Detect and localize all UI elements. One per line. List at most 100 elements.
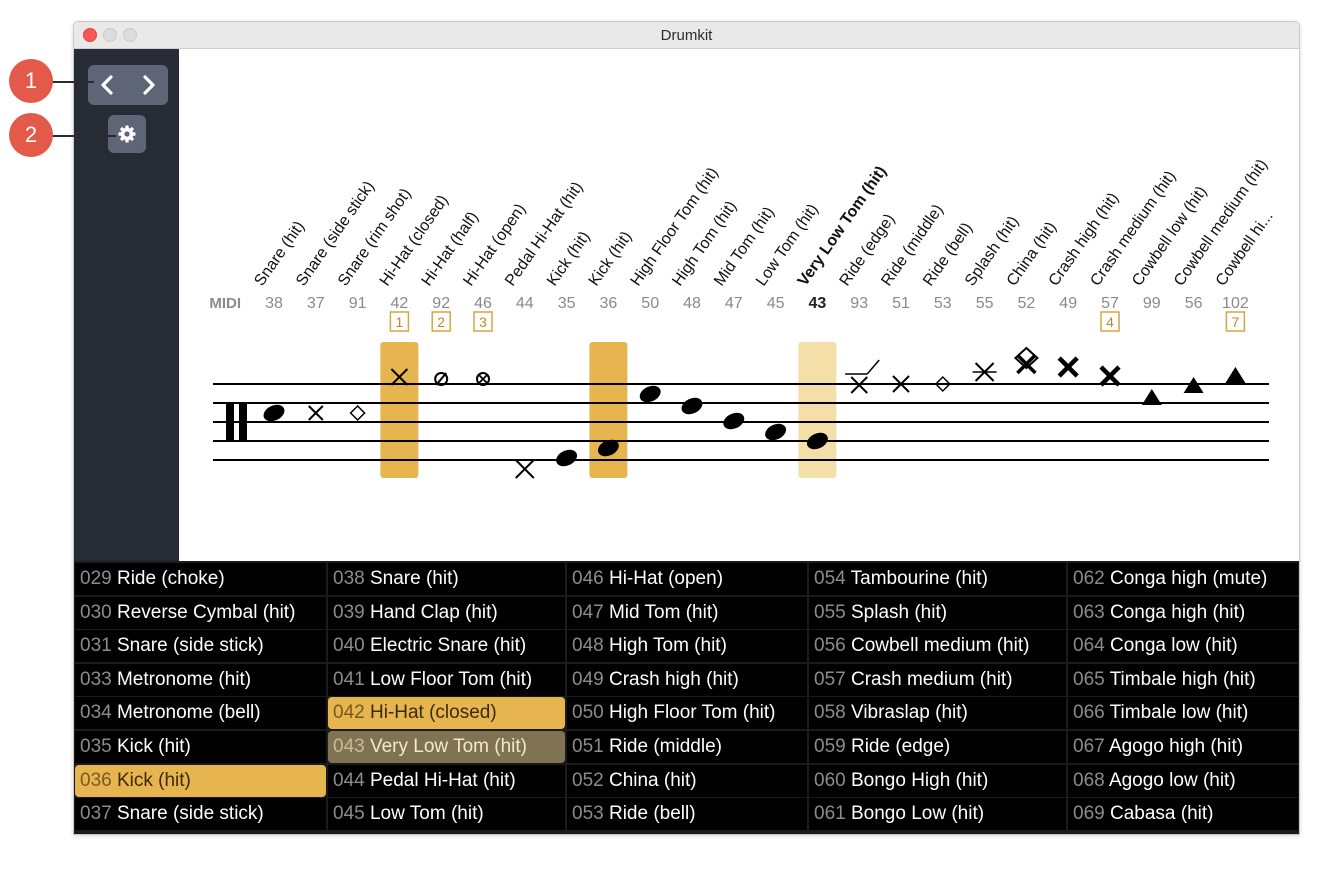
entry-number: 040 <box>333 635 365 657</box>
previous-button[interactable] <box>88 65 128 105</box>
entry-label: Kick (hit) <box>116 736 191 757</box>
drum-map-entry[interactable]: 050 High Floor Tom (hit) <box>567 697 807 730</box>
entry-number: 061 <box>814 803 846 825</box>
drum-map-entry[interactable]: 044 Pedal Hi-Hat (hit) <box>328 764 565 797</box>
chevron-right-icon <box>143 75 155 95</box>
drum-map-entry[interactable]: 061 Bongo Low (hit) <box>809 798 1066 831</box>
drumkit-window: Drumkit <box>73 21 1300 835</box>
entry-label: Conga high (mute) <box>1109 568 1268 589</box>
drum-map-entry[interactable]: 053 Ride (bell) <box>567 798 807 831</box>
drum-map-entry[interactable]: 069 Cabasa (hit) <box>1068 798 1298 831</box>
drum-map-entry[interactable]: 037 Snare (side stick) <box>75 798 326 831</box>
close-button[interactable] <box>83 28 97 42</box>
entry-number: 059 <box>814 736 846 757</box>
entry-label: Low Tom (hit) <box>369 803 484 825</box>
entry-number: 043 <box>333 736 365 757</box>
drum-map-entry[interactable]: 051 Ride (middle) <box>567 731 807 763</box>
drum-map-entry[interactable]: 054 Tambourine (hit) <box>809 563 1066 595</box>
midi-number: 55 <box>976 295 994 312</box>
entry-label: Kick (hit) <box>116 769 191 791</box>
entry-number: 057 <box>814 668 846 690</box>
drum-map-entry[interactable]: 057 Crash medium (hit) <box>809 663 1066 696</box>
midi-number: 53 <box>934 295 952 312</box>
drum-map-entry[interactable]: 034 Metronome (bell) <box>75 697 326 730</box>
entry-number: 039 <box>333 601 365 623</box>
drum-map-entry[interactable]: 052 China (hit) <box>567 764 807 797</box>
key-badge-number: 3 <box>479 314 487 330</box>
drum-map-entry[interactable]: 040 Electric Snare (hit) <box>328 630 565 663</box>
notation-panel: Snare (hit) 38 Snare (side stick) 37 Snare (… <box>179 49 1299 561</box>
entry-number: 036 <box>80 769 112 791</box>
drum-map-entry[interactable]: 047 Mid Tom (hit) <box>567 596 807 629</box>
title-bar: Drumkit <box>74 22 1299 49</box>
drum-map-entry[interactable]: 033 Metronome (hit) <box>75 663 326 696</box>
drum-map-entry[interactable]: 049 Crash high (hit) <box>567 663 807 696</box>
drum-map-entry[interactable]: 045 Low Tom (hit) <box>328 798 565 831</box>
filled-notehead <box>765 423 787 441</box>
drum-map-entry[interactable]: 038 Snare (hit) <box>328 563 565 595</box>
drum-map-entry[interactable]: 035 Kick (hit) <box>75 731 326 763</box>
midi-number: 92 <box>432 295 450 312</box>
entry-number: 033 <box>80 668 112 690</box>
drum-map-entry[interactable]: 062 Conga high (mute) <box>1068 563 1298 595</box>
drum-map-entry[interactable]: 046 Hi-Hat (open) <box>567 563 807 595</box>
key-badge-number: 4 <box>1106 314 1114 330</box>
entry-number: 046 <box>572 568 604 589</box>
drum-map-entry[interactable]: 048 High Tom (hit) <box>567 630 807 663</box>
entry-number: 067 <box>1073 736 1105 757</box>
column-highlight <box>798 342 837 478</box>
x-notehead <box>850 376 868 394</box>
entry-number: 055 <box>814 601 846 623</box>
entry-label: Metronome (hit) <box>116 668 252 690</box>
drum-map-entry[interactable]: 065 Timbale high (hit) <box>1068 663 1298 696</box>
drum-map-entry[interactable]: 064 Conga low (hit) <box>1068 630 1298 663</box>
entry-label: Cowbell medium (hit) <box>850 635 1030 657</box>
entry-number: 054 <box>814 568 846 589</box>
key-badge-number: 7 <box>1232 314 1240 330</box>
entry-label: Ride (middle) <box>608 736 722 757</box>
drum-map-entry[interactable]: 063 Conga high (hit) <box>1068 596 1298 629</box>
minimize-button[interactable] <box>103 28 117 42</box>
midi-number: 91 <box>349 295 367 312</box>
triangle-notehead <box>1183 377 1204 393</box>
drum-map-entry[interactable]: 067 Agogo high (hit) <box>1068 731 1298 763</box>
drum-map-entry[interactable]: 055 Splash (hit) <box>809 596 1066 629</box>
circle-slash-notehead <box>434 372 449 386</box>
drum-map-entry[interactable]: 030 Reverse Cymbal (hit) <box>75 596 326 629</box>
drum-map-entry[interactable]: 060 Bongo High (hit) <box>809 764 1066 797</box>
entry-number: 030 <box>80 601 112 623</box>
entry-number: 052 <box>572 769 604 791</box>
x-notehead <box>1016 353 1037 375</box>
drum-map-entry[interactable]: 066 Timbale low (hit) <box>1068 697 1298 730</box>
drum-map-entry[interactable]: 041 Low Floor Tom (hit) <box>328 663 565 696</box>
entry-label: Agogo high (hit) <box>1108 736 1244 757</box>
settings-button[interactable] <box>108 115 146 153</box>
next-button[interactable] <box>128 65 168 105</box>
entry-label: Bongo High (hit) <box>850 769 989 791</box>
entry-number: 069 <box>1073 803 1105 825</box>
entry-number: 031 <box>80 635 112 657</box>
drum-map-entry[interactable]: 068 Agogo low (hit) <box>1068 764 1298 797</box>
drum-map-entry[interactable]: 059 Ride (edge) <box>809 731 1066 763</box>
entry-number: 049 <box>572 668 604 690</box>
drum-map-entry[interactable]: 031 Snare (side stick) <box>75 630 326 663</box>
zoom-button[interactable] <box>123 28 137 42</box>
entry-number: 064 <box>1073 635 1105 657</box>
entry-number: 041 <box>333 668 365 690</box>
midi-number: 44 <box>516 295 534 312</box>
drum-map-entry[interactable]: 036 Kick (hit) <box>75 764 326 797</box>
drum-map-entry[interactable]: 042 Hi-Hat (closed) <box>328 697 565 730</box>
gear-icon <box>118 125 136 143</box>
drum-map-entry[interactable]: 043 Very Low Tom (hit) <box>328 731 565 763</box>
key-badge <box>431 311 451 332</box>
entry-label: High Tom (hit) <box>608 635 727 657</box>
drum-map-entry[interactable]: 058 Vibraslap (hit) <box>809 697 1066 730</box>
percussion-clef-bar <box>226 403 234 441</box>
drum-map-entry[interactable]: 029 Ride (choke) <box>75 563 326 595</box>
drum-map-entry[interactable]: 056 Cowbell medium (hit) <box>809 630 1066 663</box>
entry-number: 042 <box>333 702 365 724</box>
drum-map-entry[interactable]: 039 Hand Clap (hit) <box>328 596 565 629</box>
entry-label: Low Floor Tom (hit) <box>369 668 533 690</box>
entry-label: Electric Snare (hit) <box>369 635 527 657</box>
key-badge <box>1100 311 1120 332</box>
